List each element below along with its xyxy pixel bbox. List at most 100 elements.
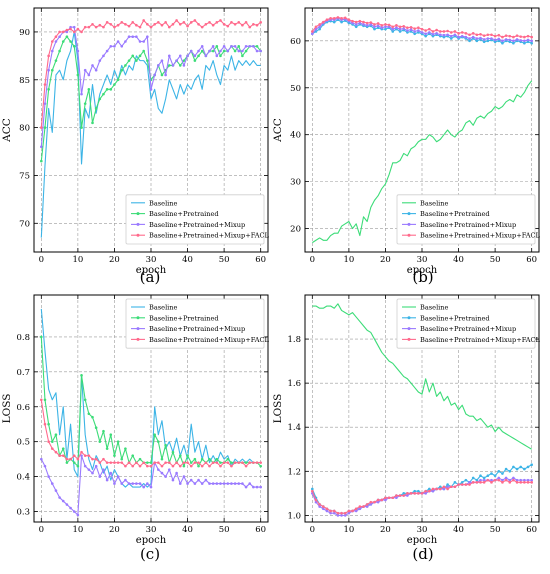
x-tick-label: 60 bbox=[255, 525, 266, 535]
data-point bbox=[343, 514, 347, 517]
data-point bbox=[109, 44, 113, 48]
x-tick-label: 60 bbox=[526, 255, 537, 265]
data-point bbox=[369, 23, 373, 26]
data-point bbox=[127, 24, 131, 28]
data-point bbox=[178, 464, 182, 468]
data-point bbox=[376, 26, 380, 30]
legend-label: Baseline bbox=[420, 199, 449, 207]
chart-panel-a: 0 10 20 30 40 50 60 70 75 80 85 90 epoch ACC (a) Baseli… bbox=[1, 7, 270, 286]
data-point bbox=[523, 478, 526, 482]
data-point bbox=[157, 21, 160, 24]
data-point bbox=[311, 32, 314, 36]
data-point bbox=[373, 27, 376, 31]
data-point bbox=[138, 40, 142, 43]
data-point bbox=[186, 24, 189, 28]
legend-label: Baseline+Pretrained+Mixup bbox=[149, 325, 245, 333]
data-point bbox=[171, 450, 175, 454]
data-point bbox=[362, 505, 365, 508]
data-point bbox=[497, 478, 501, 482]
data-point bbox=[471, 32, 475, 35]
data-point bbox=[65, 503, 69, 506]
data-point bbox=[189, 49, 193, 53]
data-point bbox=[314, 498, 318, 502]
data-point bbox=[135, 35, 138, 39]
legend-label: Baseline+Pretrained+Mixup bbox=[420, 221, 516, 229]
data-point bbox=[164, 73, 167, 77]
data-point bbox=[351, 21, 354, 25]
data-point bbox=[431, 487, 435, 491]
data-point bbox=[471, 35, 475, 39]
data-point bbox=[175, 59, 178, 62]
legend-label: Baseline+Pretrained bbox=[420, 210, 490, 218]
data-point bbox=[442, 33, 446, 37]
data-point bbox=[211, 482, 215, 485]
data-point bbox=[406, 29, 409, 32]
data-point bbox=[40, 145, 43, 149]
data-point bbox=[186, 482, 189, 485]
data-point bbox=[219, 482, 222, 485]
data-point bbox=[131, 21, 135, 24]
data-point bbox=[321, 505, 325, 508]
panel-label: (b) bbox=[412, 268, 433, 286]
data-point bbox=[215, 21, 219, 24]
data-point bbox=[479, 474, 482, 478]
data-point bbox=[80, 30, 83, 34]
data-point bbox=[142, 49, 145, 53]
data-point bbox=[519, 481, 523, 484]
data-point bbox=[515, 478, 519, 482]
data-point bbox=[453, 30, 457, 33]
data-point bbox=[497, 476, 501, 480]
data-point bbox=[193, 59, 197, 62]
data-point bbox=[384, 23, 387, 26]
data-point bbox=[142, 485, 145, 489]
data-point bbox=[340, 20, 343, 24]
data-point bbox=[475, 37, 479, 40]
legend-box bbox=[125, 298, 265, 349]
data-point bbox=[197, 461, 200, 464]
data-point bbox=[406, 492, 409, 495]
data-point bbox=[446, 483, 449, 486]
data-point bbox=[435, 487, 438, 491]
data-point bbox=[449, 34, 453, 38]
data-point bbox=[157, 440, 160, 443]
legend-label: Baseline+Pretrained bbox=[420, 314, 490, 322]
data-point bbox=[142, 461, 145, 464]
data-point bbox=[501, 481, 504, 484]
data-point bbox=[58, 454, 61, 457]
data-point bbox=[358, 505, 362, 508]
data-point bbox=[321, 507, 325, 511]
x-tick-label: 60 bbox=[255, 255, 266, 265]
data-point bbox=[442, 485, 446, 489]
data-point bbox=[204, 54, 208, 58]
data-point bbox=[343, 511, 347, 515]
data-point bbox=[167, 64, 171, 67]
data-point bbox=[464, 478, 468, 482]
data-point bbox=[523, 39, 526, 43]
data-point bbox=[167, 25, 171, 29]
data-point bbox=[376, 24, 380, 28]
data-point bbox=[215, 457, 219, 461]
y-tick-label: 1.8 bbox=[287, 335, 301, 345]
data-point bbox=[380, 498, 384, 502]
data-point bbox=[193, 482, 197, 485]
data-point bbox=[233, 461, 237, 464]
data-point bbox=[354, 25, 358, 29]
y-tick-label: 90 bbox=[19, 28, 30, 38]
data-point bbox=[398, 494, 402, 497]
data-point bbox=[340, 17, 343, 20]
data-point bbox=[519, 35, 523, 38]
data-point bbox=[431, 30, 435, 33]
data-point bbox=[321, 20, 325, 24]
data-point bbox=[69, 27, 72, 31]
x-tick-label: 50 bbox=[219, 255, 230, 265]
data-point bbox=[40, 457, 43, 461]
data-point bbox=[65, 30, 69, 34]
data-point bbox=[508, 34, 512, 38]
data-point bbox=[193, 19, 197, 22]
data-point bbox=[457, 32, 460, 35]
data-point bbox=[409, 28, 413, 31]
data-point bbox=[94, 68, 98, 72]
x-tick-label: 50 bbox=[219, 525, 230, 535]
x-tick-label: 10 bbox=[343, 255, 354, 265]
data-point bbox=[94, 107, 98, 110]
